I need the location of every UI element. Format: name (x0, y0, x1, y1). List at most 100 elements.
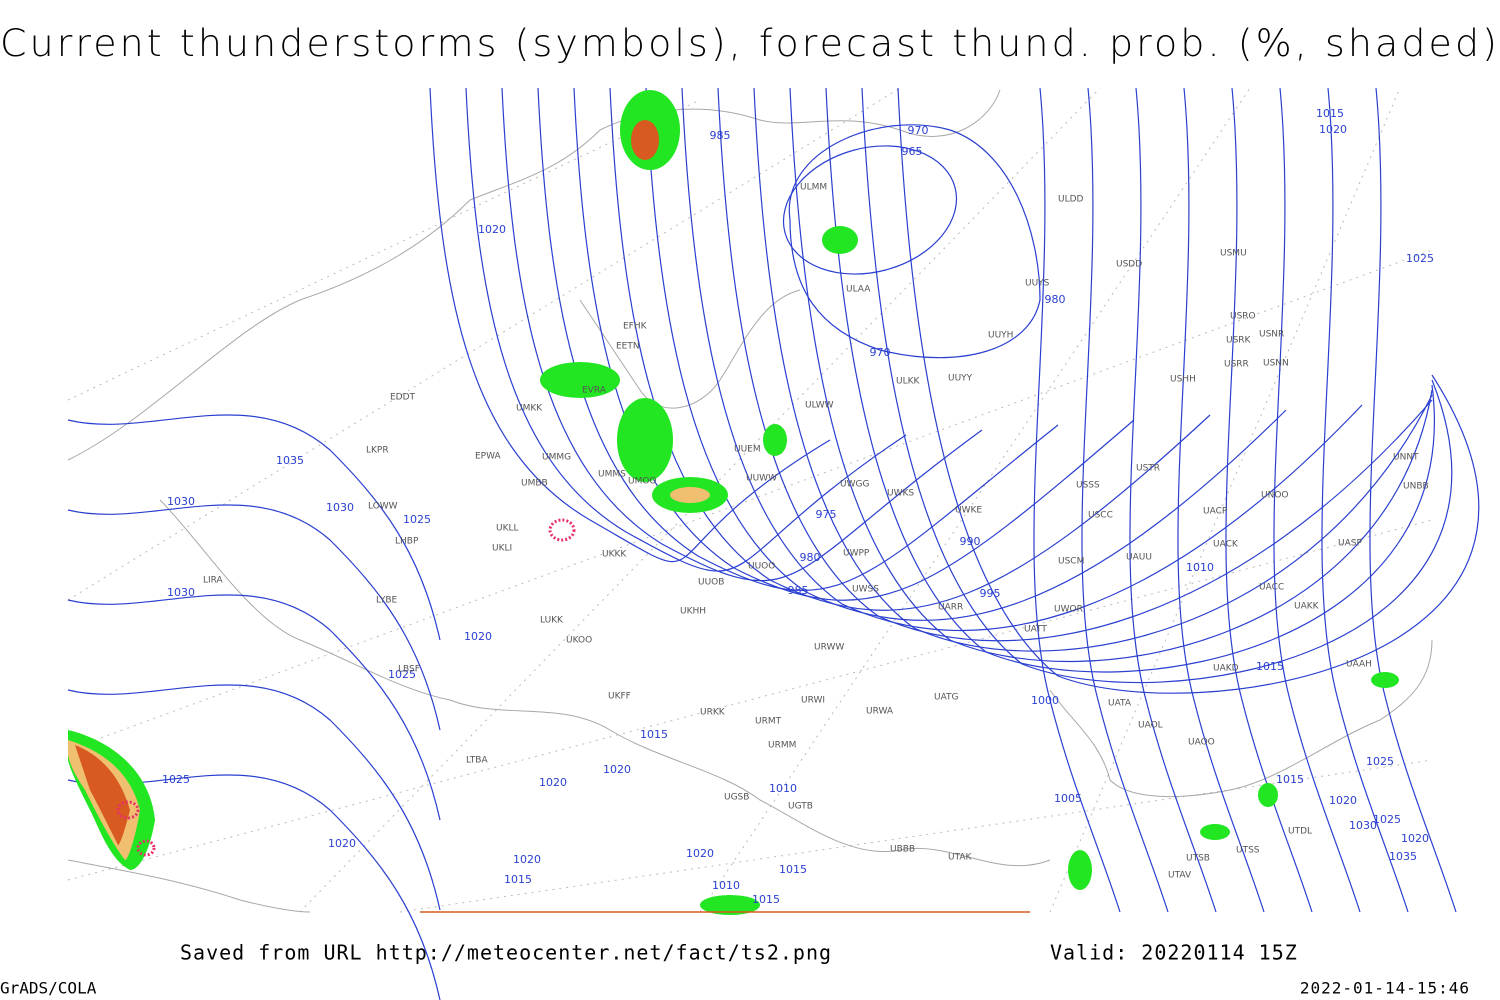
isobars (67, 87, 1480, 1000)
station-label: UMMG (542, 453, 571, 463)
station-label: ULKK (896, 377, 921, 387)
station-label: UKLI (492, 544, 512, 554)
isobar-label: 995 (980, 587, 1001, 600)
coastline (67, 859, 311, 913)
station-label: USMU (1220, 249, 1247, 259)
isobar (681, 87, 1363, 632)
station-label: UAAH (1346, 660, 1372, 670)
isobar-label: 1000 (1031, 694, 1059, 707)
station-label: LOWW (368, 502, 398, 512)
isobar (789, 87, 1433, 663)
station-label: UWOR (1054, 605, 1083, 615)
station-label: UARR (938, 603, 963, 613)
station-label: URWA (866, 707, 894, 717)
station-label: UTAV (1168, 871, 1192, 881)
thunderstorm-symbol (548, 518, 576, 542)
station-label: UATT (1024, 625, 1047, 635)
isobar (897, 87, 1480, 694)
isobar-label: 1030 (1349, 819, 1377, 832)
station-label: EETN (616, 342, 640, 352)
isobar-label: 980 (800, 551, 821, 564)
isobar-label: 1030 (167, 586, 195, 599)
grid-line (67, 99, 701, 401)
station-label: USSS (1076, 481, 1100, 491)
isobar-label: 1020 (513, 853, 541, 866)
isobar (67, 684, 441, 911)
isobar-label: 1035 (276, 454, 304, 467)
isobar-label: 990 (960, 535, 981, 548)
station-label: USRR (1224, 360, 1249, 370)
isobar-label: 1025 (388, 668, 416, 681)
prob-area (1371, 672, 1399, 688)
isobar (1129, 87, 1217, 913)
station-label: UACK (1213, 540, 1239, 550)
isobar (1177, 87, 1265, 913)
isobar (788, 124, 1041, 359)
station-label: UAOO (1188, 738, 1215, 748)
isobar-label: 1015 (1256, 660, 1284, 673)
isobar-label: 970 (870, 346, 891, 359)
station-label: UMOO (628, 477, 657, 487)
isobar-label: 1015 (504, 873, 532, 886)
isobar-label: 985 (788, 584, 809, 597)
station-label: USCC (1088, 511, 1113, 521)
prob-area (1200, 824, 1230, 840)
title: Current thunderstorms (symbols), forecas… (0, 22, 1500, 65)
prob-area (1258, 783, 1278, 807)
station-label: USRO (1230, 312, 1256, 322)
station-label: UUYY (948, 374, 973, 384)
station-label: URWW (814, 643, 844, 653)
station-label: UMKK (516, 404, 543, 414)
station-label: UNNT (1393, 453, 1419, 463)
isobar-label: 980 (1045, 293, 1066, 306)
station-label: EPWA (475, 452, 502, 462)
isobar-label: 1020 (603, 763, 631, 776)
isobar-label: 1020 (686, 847, 714, 860)
coastline (159, 499, 1051, 867)
station-label: EVRA (582, 386, 607, 396)
isobar (67, 504, 441, 731)
isobar-label: 1025 (403, 513, 431, 526)
station-label: URMM (768, 741, 796, 751)
station-label: UACP (1203, 507, 1228, 517)
isobar (501, 87, 983, 582)
station-label: USDD (1116, 260, 1142, 270)
prob-area (631, 120, 659, 160)
station-label: UGSB (724, 793, 749, 803)
isobar-label: 1015 (1276, 773, 1304, 786)
station-label: USTR (1136, 464, 1160, 474)
coastline (579, 289, 801, 409)
station-label: USRK (1226, 336, 1252, 346)
prob-area (763, 424, 787, 456)
station-label: UNBB (1403, 482, 1429, 492)
station-label: LTBA (466, 756, 488, 766)
isobar-label: 1010 (769, 782, 797, 795)
station-label: UACC (1259, 583, 1284, 593)
isobar (67, 594, 441, 821)
station-label: UUOB (698, 578, 724, 588)
station-label: UWSS (852, 585, 879, 595)
station-label: UWKS (887, 489, 914, 499)
station-label: UGTB (788, 802, 813, 812)
station-label: UKLL (496, 524, 519, 534)
timestamp: 2022-01-14-15:46 (1300, 979, 1470, 998)
station-label: UMMS (598, 470, 626, 480)
isobar-label: 1020 (1401, 832, 1429, 845)
station-label: UTSS (1236, 846, 1260, 856)
prob-area (540, 362, 620, 398)
isobar-label: 1025 (1373, 813, 1401, 826)
isobar-label: 985 (710, 129, 731, 142)
station-label: UUEM (734, 445, 761, 455)
isobar-label: 1005 (1054, 792, 1082, 805)
grid-line (67, 87, 901, 601)
station-label: LHBP (395, 537, 419, 547)
station-label: UTSB (1186, 854, 1210, 864)
station-label: UAUU (1126, 553, 1152, 563)
station-label: ULMM (800, 183, 827, 193)
isobar-label: 1030 (326, 501, 354, 514)
isobar-label: 1020 (464, 630, 492, 643)
isobar (782, 145, 958, 275)
isobar-label: 1015 (779, 863, 807, 876)
